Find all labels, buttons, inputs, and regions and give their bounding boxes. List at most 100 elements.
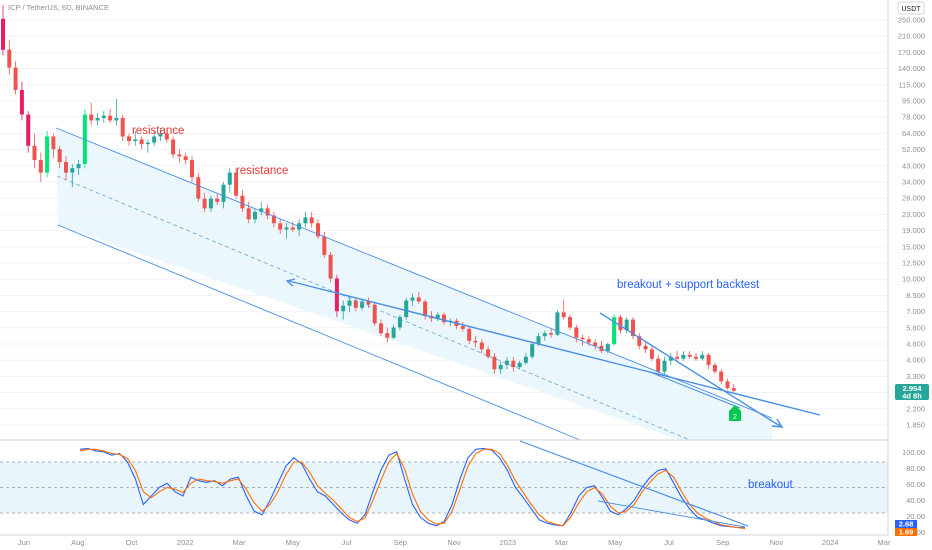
candle-body xyxy=(227,172,232,185)
price-tick-label: 115.000 xyxy=(898,80,925,89)
channel-midline[interactable] xyxy=(56,175,691,441)
price-tick-label: 78.000 xyxy=(902,113,925,122)
candle-body xyxy=(120,118,125,137)
time-tick-label: Jul xyxy=(342,538,352,547)
price-tick-label: 7.000 xyxy=(906,307,925,316)
annotation-resistance-2: resistance xyxy=(236,165,288,177)
current-price-value: 2.954 xyxy=(903,384,923,393)
candle-body xyxy=(114,118,119,121)
candle-body xyxy=(675,356,680,359)
candle-body xyxy=(215,198,220,202)
flag-marker[interactable]: 2 xyxy=(729,405,741,421)
time-tick-label: May xyxy=(286,538,300,547)
wedge-lower-line[interactable] xyxy=(649,371,741,409)
drawn-lines xyxy=(55,127,821,441)
time-axis[interactable]: Jun Aug Oct 2022 Mar May Jul Sep Nov 2023 Mar May Ju… xyxy=(0,534,891,547)
candle-body xyxy=(637,336,642,346)
candle-body xyxy=(366,301,371,305)
candle-body xyxy=(208,198,213,209)
candle-body xyxy=(303,217,308,224)
support-trendline[interactable] xyxy=(288,280,821,416)
stoch-tick-label: 60.00 xyxy=(906,480,925,489)
candle-body xyxy=(486,349,491,357)
candle-body xyxy=(568,317,572,328)
candle-body xyxy=(460,326,465,329)
currency-badge-box xyxy=(897,1,925,15)
candle-body xyxy=(687,354,692,357)
time-tick-label: Jul xyxy=(664,538,674,547)
candle-body xyxy=(101,115,106,119)
candle-body xyxy=(32,145,37,161)
breakout-trendline[interactable] xyxy=(599,312,781,427)
candle-body xyxy=(341,305,346,312)
price-tick-label: 19.000 xyxy=(902,226,925,235)
price-pane[interactable]: resistance resistance breakout + support… xyxy=(0,3,888,441)
candle-body xyxy=(473,340,478,343)
stoch-tick-label: 80.00 xyxy=(906,464,925,473)
channel-lower-line[interactable] xyxy=(57,224,581,441)
candle-body xyxy=(719,371,724,382)
candle-body xyxy=(605,344,610,352)
candle-body xyxy=(517,362,522,368)
oscillator-trendline-2[interactable] xyxy=(597,500,746,528)
candle-body xyxy=(316,223,320,237)
candle-body xyxy=(643,345,648,350)
flag-marker-shape xyxy=(729,405,741,421)
stoch-k-badge: 2.68 xyxy=(895,520,917,529)
candle-body xyxy=(1,18,5,50)
currency-badge[interactable]: USDT xyxy=(897,1,925,15)
candle-body xyxy=(662,360,667,372)
price-tick-label: 1.850 xyxy=(906,421,925,430)
candle-body xyxy=(624,319,629,331)
candle-body xyxy=(171,139,176,155)
candle-body xyxy=(731,388,736,391)
time-tick-label: 2023 xyxy=(499,538,516,547)
candle-body xyxy=(45,136,50,173)
candle-body xyxy=(498,364,503,370)
price-tick-label: 250.000 xyxy=(898,16,925,25)
candle-body xyxy=(253,211,257,220)
candle-body xyxy=(145,142,150,145)
candle-body xyxy=(549,333,554,335)
candle-body xyxy=(435,314,440,319)
k-badge-box xyxy=(895,520,917,528)
candle-body xyxy=(442,314,446,323)
price-badge-box xyxy=(895,384,929,400)
candle-body xyxy=(51,136,56,150)
candle-body xyxy=(158,133,163,137)
candle-body xyxy=(391,327,396,338)
candle-body xyxy=(593,342,598,346)
candle-body xyxy=(423,301,428,316)
candle-body xyxy=(404,300,409,318)
candle-body xyxy=(706,354,711,365)
time-tick-label: Mar xyxy=(233,538,246,547)
stoch-axis-labels: 100.00 80.00 60.00 40.00 20.00 0.00 xyxy=(902,448,925,537)
oscillator-pane[interactable]: breakout xyxy=(0,440,888,530)
candle-body xyxy=(196,177,201,199)
candle-body xyxy=(259,208,264,212)
candle-body xyxy=(271,215,276,224)
candle-body xyxy=(13,67,18,90)
price-tick-label: 5.800 xyxy=(906,323,925,332)
candle-body xyxy=(76,164,81,169)
candle-body xyxy=(700,354,705,359)
oscillator-trendline-1[interactable] xyxy=(519,440,749,527)
time-tick-label: Nov xyxy=(447,538,461,547)
candle-body xyxy=(290,227,295,230)
arrow-head-left xyxy=(285,278,296,287)
candle-body xyxy=(89,114,94,121)
time-tick-label: Jun xyxy=(18,538,30,547)
channel-upper-line[interactable] xyxy=(55,127,773,419)
price-tick-label: 4.000 xyxy=(906,356,925,365)
candle-body xyxy=(177,154,182,157)
candle-body xyxy=(712,364,717,372)
price-axis[interactable]: 250.000 210.000 170.000 140.000 115.000 95.00… xyxy=(887,0,932,550)
stoch-tick-label: 0.00 xyxy=(910,528,925,537)
candle-body xyxy=(152,136,157,143)
price-axis-bg xyxy=(888,0,932,550)
candle-body xyxy=(542,333,547,337)
candle-body xyxy=(347,300,352,306)
d-badge-box xyxy=(895,528,917,536)
candle-body xyxy=(221,184,226,202)
